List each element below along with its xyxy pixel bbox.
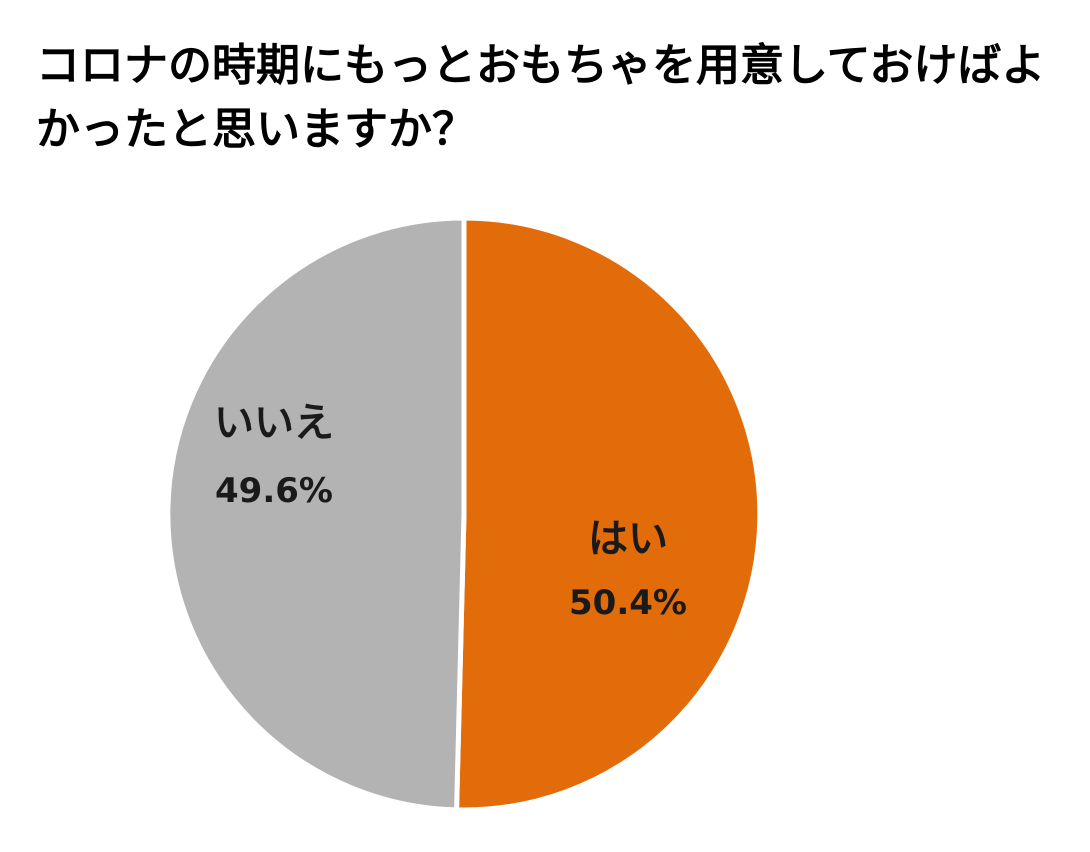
- chart-title: コロナの時期にもっとおもちゃを用意しておけばよかったと思いますか？: [36, 40, 1046, 155]
- pie-slices: [165, 215, 763, 813]
- pie-labels: はい 50.4% いいえ 49.6%: [214, 400, 687, 623]
- slice-label-iie: いいえ: [214, 400, 334, 446]
- pie-slice-1: [165, 215, 467, 813]
- slice-label-hai: はい: [588, 516, 668, 562]
- slice-value-hai: 50.4%: [569, 583, 687, 623]
- pie-slice-0: [454, 215, 763, 813]
- slice-value-iie: 49.6%: [215, 471, 333, 511]
